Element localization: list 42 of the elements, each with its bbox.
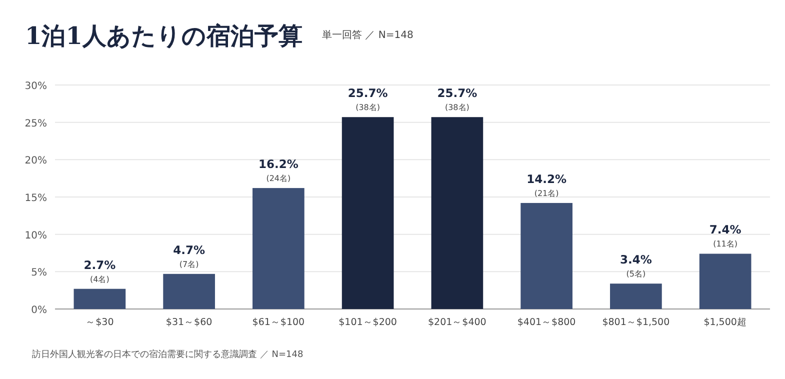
- bar: [252, 188, 304, 309]
- data-label: 16.2%: [258, 157, 299, 172]
- x-tick-label: $201～$400: [428, 317, 486, 328]
- y-tick-label: 30%: [24, 81, 47, 92]
- y-tick-label: 5%: [31, 268, 47, 279]
- x-tick-label: $401～$800: [517, 317, 576, 328]
- chart-title: 1泊1人あたりの宿泊予算: [25, 21, 302, 50]
- bar: [163, 274, 215, 309]
- annotation: (4名): [90, 274, 110, 284]
- bar: [699, 254, 752, 309]
- data-label: 25.7%: [348, 86, 388, 100]
- x-tick-label: $801～$1,500: [602, 317, 670, 328]
- bar: [431, 117, 484, 309]
- annotation: (38名): [356, 103, 380, 112]
- chart-subtitle: 単一回答 ／ N=148: [322, 29, 414, 41]
- x-tick-label: $31～$60: [166, 317, 212, 328]
- y-tick-label: 20%: [24, 156, 47, 167]
- data-label: 3.4%: [620, 252, 652, 267]
- annotation: (11名): [713, 240, 738, 249]
- text: 訪日外国人観光客の日本での宿泊需要に関する意識調査 ／ N=148: [32, 349, 304, 360]
- x-tick-label: $101～$200: [338, 317, 397, 328]
- x-tick-label: $1,500超: [704, 316, 747, 328]
- bar: [342, 117, 394, 309]
- annotation: (5名): [626, 270, 646, 279]
- annotation: (21名): [534, 188, 559, 198]
- data-label: 4.7%: [173, 242, 206, 257]
- x-tick-label: ～$30: [86, 317, 114, 328]
- annotation: (38名): [444, 103, 470, 112]
- annotation: (7名): [179, 260, 199, 269]
- y-tick-label: 25%: [24, 118, 47, 130]
- x-tick-label: $61～$100: [252, 317, 305, 328]
- bar: [74, 288, 126, 309]
- data-label: 25.7%: [437, 86, 478, 100]
- y-tick-label: 0%: [31, 305, 47, 316]
- y-tick-label: 10%: [24, 230, 47, 242]
- bar: [610, 284, 662, 309]
- data-label: 7.4%: [709, 222, 742, 237]
- annotation: (24名): [266, 174, 291, 184]
- y-tick-label: 15%: [24, 193, 47, 204]
- data-label: 14.2%: [526, 172, 567, 186]
- bar: [520, 202, 572, 309]
- data-label: 2.7%: [84, 258, 116, 272]
